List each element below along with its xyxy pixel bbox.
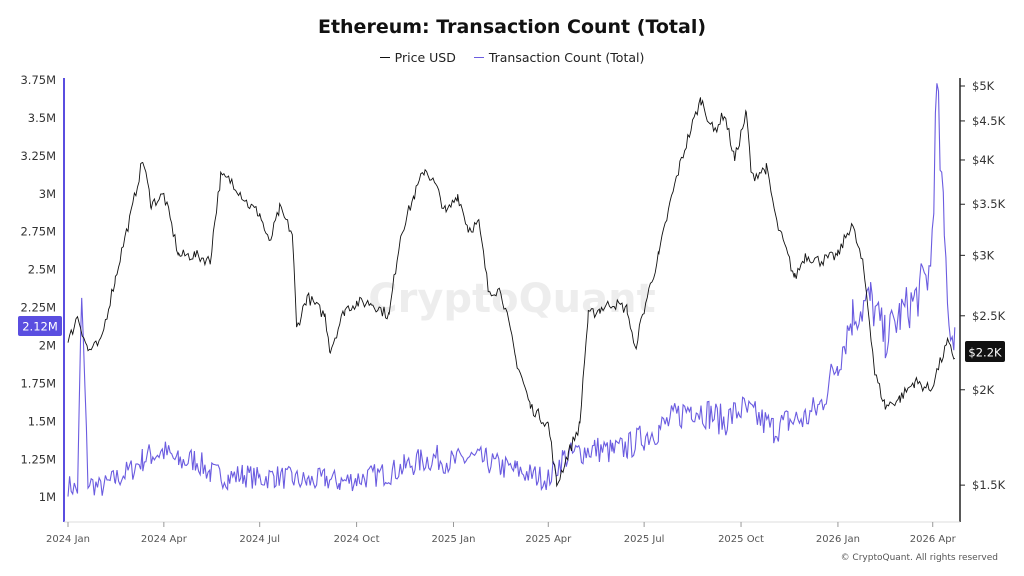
- y-left-tick-label: 3.25M: [20, 149, 56, 163]
- legend-item-price[interactable]: Price USD: [379, 50, 456, 65]
- left-current-value-badge: [18, 316, 62, 336]
- y-left-tick-label: 1.75M: [20, 376, 56, 390]
- chart-title: Ethereum: Transaction Count (Total): [317, 16, 707, 38]
- x-tick-label: 2024 Oct: [334, 534, 380, 545]
- y-left-tick-label: 1.5M: [28, 414, 56, 428]
- y-right-tick-label: $2.5K: [972, 309, 1006, 323]
- y-right-tick-label: $1.5K: [972, 478, 1006, 492]
- y-left-tick-label: 2.75M: [20, 225, 56, 239]
- left-current-value-label: 2.12M: [22, 320, 58, 334]
- x-tick-label: 2026 Apr: [910, 534, 957, 545]
- x-tick-label: 2025 Jan: [431, 534, 475, 545]
- x-tick-label: 2024 Jan: [46, 534, 90, 545]
- legend-item-tx[interactable]: Transaction Count (Total): [473, 50, 645, 65]
- series-line-price-usd: [67, 97, 956, 488]
- chart-legend: Price USD Transaction Count (Total): [0, 50, 1024, 65]
- y-left-tick-label: 2M: [39, 339, 56, 353]
- y-left-tick-label: 1M: [39, 490, 56, 504]
- y-left-tick-label: 2.5M: [28, 263, 56, 277]
- x-tick-label: 2025 Apr: [525, 534, 572, 545]
- right-current-value-badge: [965, 341, 1005, 362]
- y-right-tick-label: $3.5K: [972, 197, 1006, 211]
- legend-label-price: Price USD: [394, 50, 456, 65]
- y-right-tick-label: $4.5K: [972, 114, 1006, 128]
- right-current-value-label: $2.2K: [968, 346, 1002, 360]
- series-line-transaction-count: [67, 83, 956, 497]
- y-right-tick-label: $5K: [972, 79, 995, 93]
- legend-label-tx: Transaction Count (Total): [488, 50, 645, 65]
- x-tick-label: 2026 Jan: [816, 534, 860, 545]
- y-left-tick-label: 1.25M: [20, 452, 56, 466]
- x-tick-label: 2024 Jul: [239, 534, 280, 545]
- y-left-tick-label: 3.75M: [20, 73, 56, 87]
- y-right-tick-label: $3K: [972, 248, 995, 262]
- y-right-tick-label: $4K: [972, 153, 995, 167]
- legend-swatch-price: [379, 56, 390, 59]
- x-tick-label: 2025 Jul: [624, 534, 665, 545]
- y-left-tick-label: 3M: [39, 187, 56, 201]
- x-tick-label: 2024 Apr: [141, 534, 188, 545]
- y-left-tick-label: 2.25M: [20, 301, 56, 315]
- y-right-tick-label: $2K: [972, 383, 995, 397]
- x-tick-label: 2025 Oct: [718, 534, 764, 545]
- legend-swatch-tx: [473, 56, 484, 59]
- watermark: CryptoQuant: [368, 276, 655, 322]
- copyright-text: © CryptoQuant. All rights reserved: [840, 553, 998, 563]
- y-left-tick-label: 3.5M: [28, 111, 56, 125]
